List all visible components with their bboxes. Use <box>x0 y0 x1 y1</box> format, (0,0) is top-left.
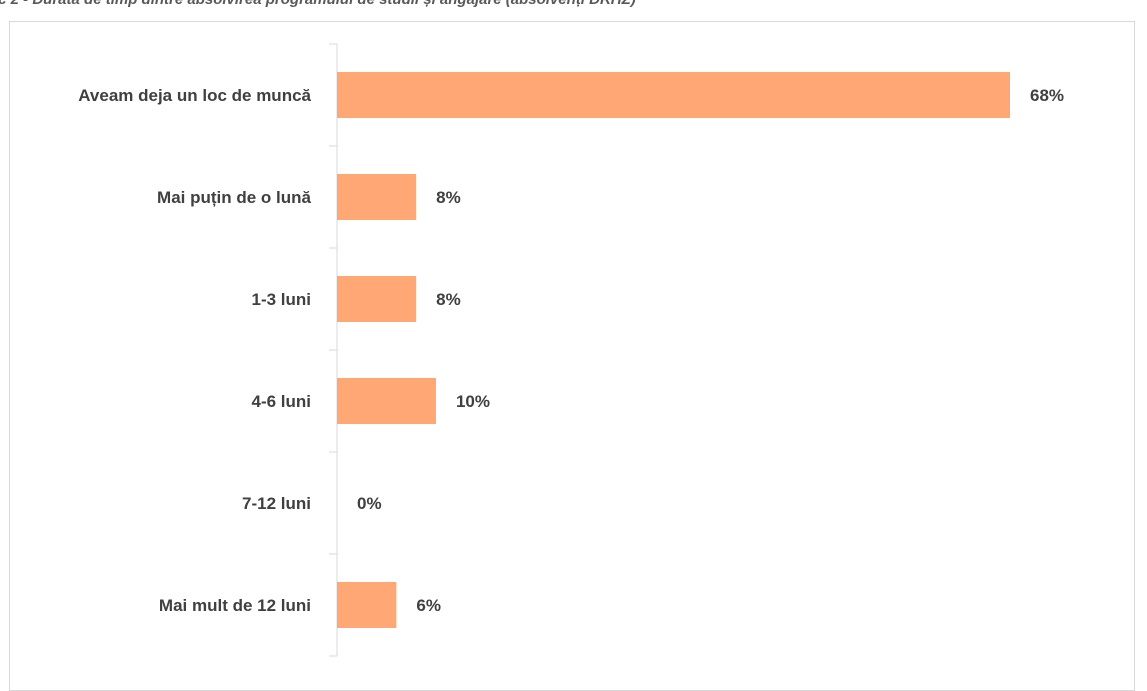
data-label: 10% <box>456 392 490 411</box>
category-label: 1-3 luni <box>251 290 311 309</box>
data-label: 8% <box>436 188 461 207</box>
category-label: 7-12 luni <box>242 494 311 513</box>
data-label: 0% <box>357 494 382 513</box>
bar <box>337 174 417 220</box>
bar <box>337 276 417 322</box>
category-label: Mai puțin de o lună <box>157 188 311 207</box>
bar <box>337 378 436 424</box>
data-label: 8% <box>436 290 461 309</box>
data-label: 68% <box>1030 86 1064 105</box>
category-label: Aveam deja un loc de muncă <box>78 86 311 105</box>
bar <box>337 72 1010 118</box>
bar <box>337 582 397 628</box>
bar-chart: Aveam deja un loc de muncă 68% Mai puțin d… <box>78 43 1064 657</box>
data-label: 6% <box>416 596 441 615</box>
category-label: 4-6 luni <box>251 392 311 411</box>
chart-title: ic 2 - Durata de timp dintre absolvirea … <box>0 0 636 8</box>
category-label: Mai mult de 12 luni <box>159 596 311 615</box>
